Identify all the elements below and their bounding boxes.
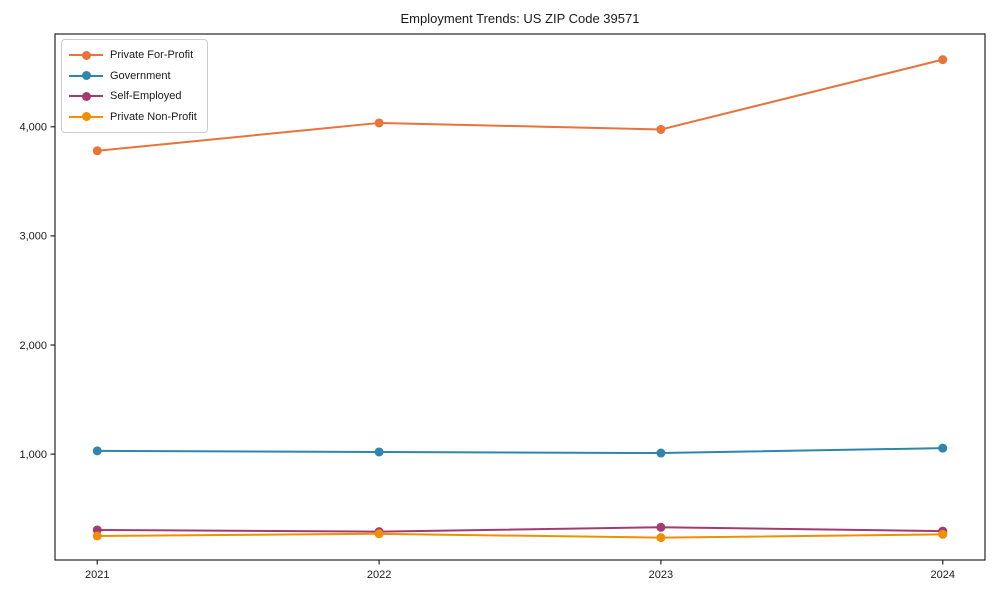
legend-item-label: Government (110, 69, 171, 82)
data-point-private-non-profit-2023 (656, 533, 666, 543)
data-point-private-non-profit-2022 (374, 529, 384, 539)
legend-item-label: Private For-Profit (110, 49, 194, 62)
data-point-private-for-profit-2024 (938, 55, 948, 65)
x-axis-tick-label: 2022 (367, 569, 391, 581)
legend-marker-dot (81, 91, 91, 101)
series-line-private-non-profit (96, 532, 944, 539)
legend-marker-private-non-profit (69, 112, 103, 122)
legend-item-label: Private Non-Profit (110, 110, 197, 123)
data-point-self-employed-2023 (656, 522, 666, 532)
legend-marker-dot (81, 50, 91, 60)
legend-item-label: Self-Employed (110, 90, 182, 103)
legend-marker-self-employed (69, 91, 103, 101)
legend-marker-private-for-profit (69, 50, 103, 60)
x-axis-tick-label: 2023 (649, 569, 673, 581)
legend-marker-government (69, 71, 103, 81)
data-point-private-non-profit-2021 (92, 531, 102, 541)
series-line-private-for-profit (96, 58, 944, 152)
data-point-private-for-profit-2023 (656, 124, 666, 134)
legend-item-self-employed: Self-Employed (69, 86, 197, 107)
legend-item-private-non-profit: Private Non-Profit (69, 107, 197, 128)
y-axis-tick-label: 2,000 (19, 340, 47, 352)
series-line-government (96, 447, 944, 455)
data-point-government-2024 (938, 443, 948, 453)
chart-legend: Private For-Profit Government Self-Employe… (61, 39, 208, 133)
y-axis-tick-label: 1,000 (19, 449, 47, 461)
legend-item-private-for-profit: Private For-Profit (69, 45, 197, 66)
legend-marker-dot (81, 112, 91, 122)
data-point-government-2021 (92, 446, 102, 456)
y-axis-tick-label: 4,000 (19, 122, 47, 134)
y-axis-tick-label: 3,000 (19, 231, 47, 243)
data-point-private-non-profit-2024 (938, 529, 948, 539)
legend-marker-dot (81, 71, 91, 81)
data-point-government-2023 (656, 448, 666, 458)
data-point-private-for-profit-2021 (92, 146, 102, 156)
series-line-self-employed (96, 526, 944, 533)
x-axis-tick-label: 2021 (85, 569, 109, 581)
axes-box (54, 33, 986, 561)
legend-item-government: Government (69, 66, 197, 87)
data-point-government-2022 (374, 447, 384, 457)
x-axis-tick-label: 2024 (930, 569, 954, 581)
chart-title: Employment Trends: US ZIP Code 39571 (400, 11, 640, 26)
data-point-private-for-profit-2022 (374, 118, 384, 128)
